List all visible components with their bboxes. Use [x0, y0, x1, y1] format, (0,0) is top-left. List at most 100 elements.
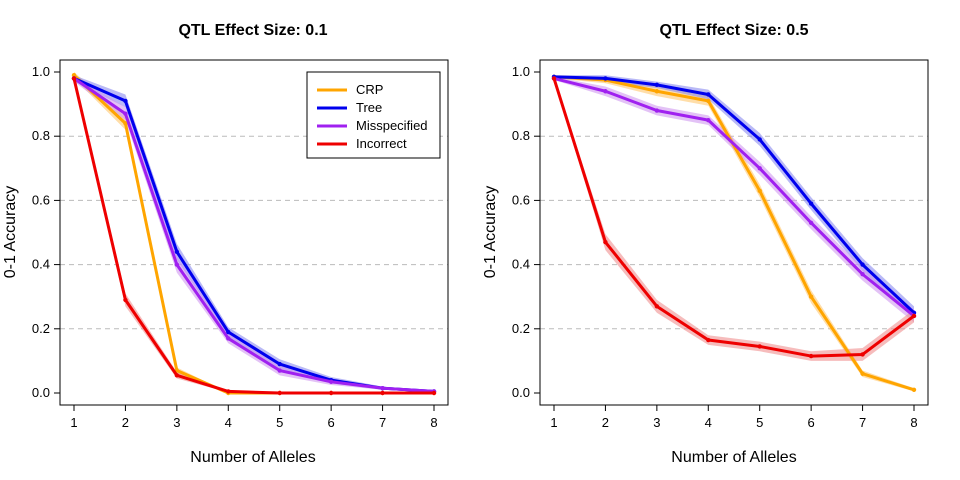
data-point-tree [757, 137, 762, 142]
data-point-tree [603, 76, 608, 81]
data-point-incorrect [860, 352, 865, 357]
data-point-misspecified [277, 368, 282, 373]
data-point-misspecified [808, 220, 814, 226]
series-line-incorrect [552, 77, 915, 358]
data-point-misspecified [174, 262, 180, 267]
x-tick-label: 1 [70, 415, 77, 430]
x-tick-label: 2 [602, 415, 609, 430]
y-axis-label: 0-1 Accuracy [2, 186, 19, 278]
series-line-misspecified [553, 76, 915, 318]
data-point-incorrect [71, 76, 77, 81]
data-point-misspecified [603, 89, 608, 94]
data-point-misspecified [380, 385, 385, 391]
data-point-misspecified [860, 272, 865, 277]
x-tick-label: 8 [430, 415, 437, 430]
legend-label: CRP [356, 82, 383, 97]
data-point-misspecified [654, 108, 660, 113]
data-point-incorrect [174, 373, 180, 378]
data-point-crp [654, 89, 660, 94]
x-tick-label: 2 [122, 415, 129, 430]
data-point-misspecified [757, 166, 762, 171]
legend-entry-incorrect: Incorrect [317, 136, 407, 151]
legend-label: Misspecified [356, 118, 428, 133]
data-point-crp [123, 121, 128, 126]
data-point-incorrect [123, 297, 128, 303]
data-point-incorrect [226, 389, 231, 394]
y-tick-label: 1.0 [32, 64, 50, 79]
y-tick-label: 0.8 [512, 128, 530, 143]
data-point-crp [808, 294, 814, 299]
series-line-tree [553, 75, 916, 314]
series-line-incorrect [72, 78, 434, 395]
data-point-incorrect [277, 390, 282, 396]
x-tick-label: 5 [756, 415, 763, 430]
y-tick-label: 0.8 [32, 128, 50, 143]
x-tick-label: 4 [705, 415, 712, 430]
band-crp [554, 75, 914, 392]
data-point-incorrect [757, 344, 762, 349]
data-point-incorrect [431, 390, 437, 396]
chart-panel-effect-0-1: QTL Effect Size: 0.1 Number of Alleles 0… [2, 22, 449, 466]
data-point-tree [808, 201, 814, 206]
data-point-misspecified [226, 336, 231, 341]
y-tick-label: 0.6 [32, 192, 50, 207]
legend-entry-tree: Tree [317, 100, 382, 115]
plot-frame [59, 59, 449, 406]
x-axis-label: Number of Alleles [671, 449, 796, 466]
x-tick-label: 7 [859, 415, 866, 430]
data-point-incorrect [706, 337, 711, 343]
legend: CRP Tree Misspecified Incorrect [306, 71, 441, 159]
chart-panel-effect-0-5: QTL Effect Size: 0.5 Number of Alleles 0… [482, 22, 929, 466]
data-point-incorrect [380, 390, 385, 396]
data-point-crp [71, 73, 77, 78]
data-point-tree [860, 262, 865, 267]
data-point-incorrect [603, 239, 608, 245]
x-tick-label: 6 [808, 415, 815, 430]
data-point-incorrect [911, 313, 917, 319]
data-point-tree [277, 361, 282, 367]
legend-entry-misspecified: Misspecified [317, 118, 428, 133]
data-point-crp [706, 98, 711, 104]
y-tick-label: 0.2 [512, 321, 530, 336]
data-point-tree [654, 82, 660, 88]
data-point-incorrect [551, 76, 557, 81]
x-tick-label: 1 [550, 415, 557, 430]
data-point-tree [123, 98, 128, 104]
y-tick-label: 0.2 [32, 321, 50, 336]
legend-label: Tree [356, 100, 382, 115]
data-point-crp [860, 371, 865, 376]
y-tick-label: 0.4 [32, 257, 50, 272]
x-tick-label: 4 [225, 415, 232, 430]
data-point-misspecified [706, 117, 711, 123]
y-tick-label: 1.0 [512, 64, 530, 79]
data-point-misspecified [328, 379, 334, 384]
legend-entry-crp: CRP [317, 82, 383, 97]
x-axis-label: Number of Alleles [190, 449, 315, 466]
data-point-tree [174, 249, 180, 254]
data-point-tree [706, 92, 711, 97]
chart-title: QTL Effect Size: 0.1 [178, 22, 327, 39]
x-tick-label: 8 [910, 415, 917, 430]
band-tree [554, 75, 914, 320]
x-tick-label: 6 [328, 415, 335, 430]
y-tick-label: 0.0 [32, 385, 50, 400]
data-point-misspecified [123, 111, 128, 116]
data-point-incorrect [808, 353, 814, 359]
data-point-crp [911, 387, 917, 392]
y-tick-label: 0.6 [512, 192, 530, 207]
y-tick-label: 0.4 [512, 257, 530, 272]
data-point-incorrect [654, 304, 660, 309]
legend-label: Incorrect [356, 136, 407, 151]
data-point-crp [757, 188, 762, 193]
x-tick-label: 3 [173, 415, 180, 430]
chart-title: QTL Effect Size: 0.5 [659, 22, 808, 39]
x-tick-label: 5 [276, 415, 283, 430]
x-tick-label: 7 [379, 415, 386, 430]
y-axis-label: 0-1 Accuracy [482, 186, 499, 278]
data-point-incorrect [328, 390, 334, 396]
series-line-misspecified [73, 77, 435, 393]
x-tick-label: 3 [653, 415, 660, 430]
y-tick-label: 0.0 [512, 385, 530, 400]
data-point-tree [226, 329, 231, 335]
